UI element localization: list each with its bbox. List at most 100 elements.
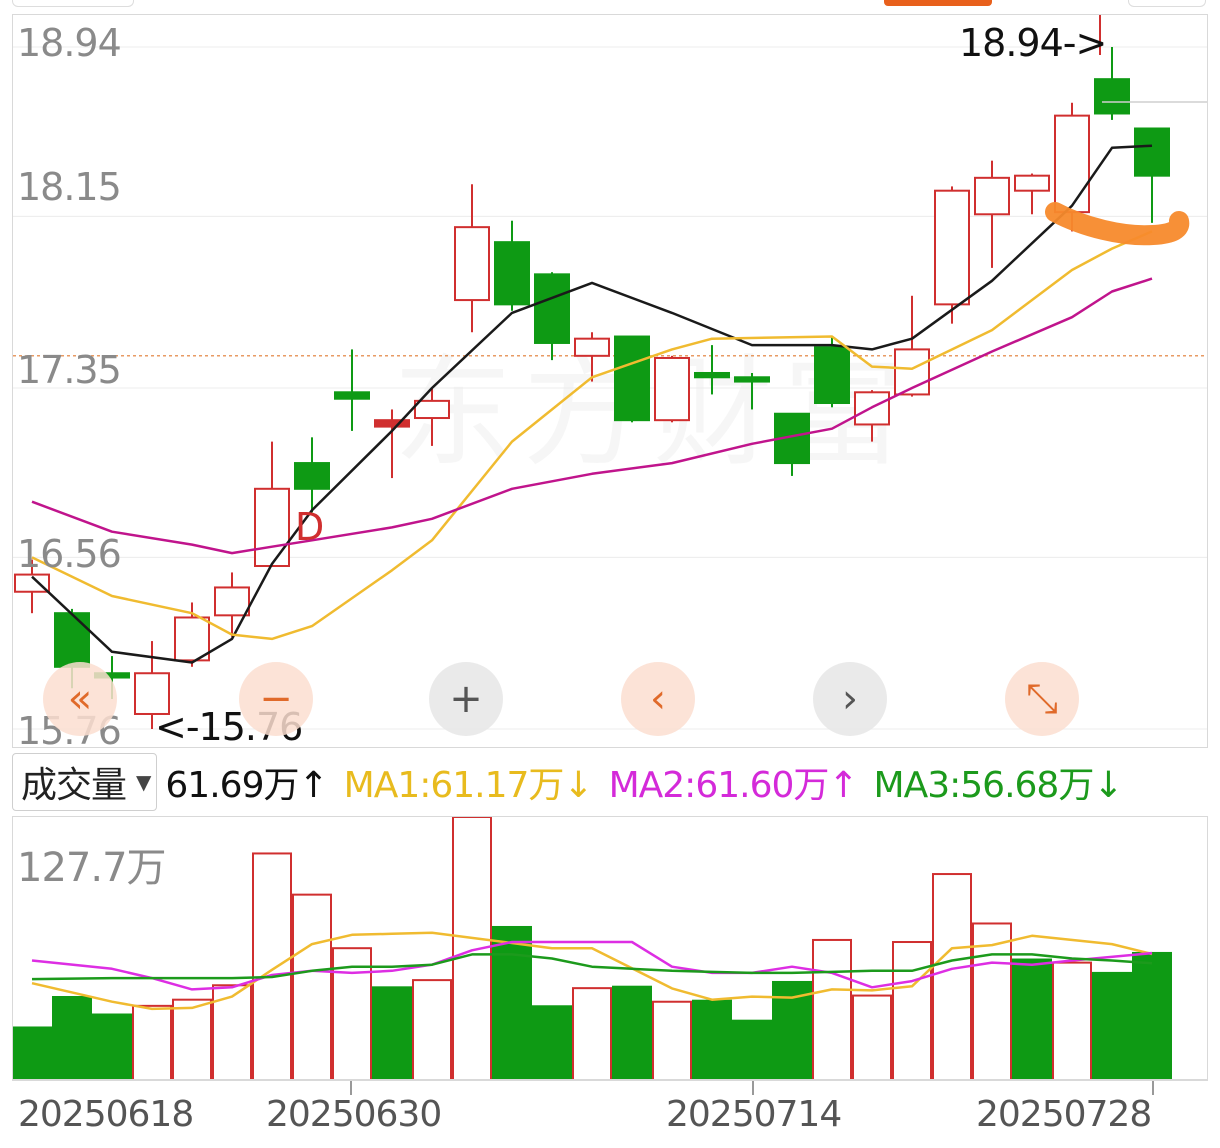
volume-bar <box>292 893 332 1080</box>
volume-bar <box>92 1013 132 1080</box>
next-icon[interactable]: › <box>813 662 887 736</box>
y-tick-label-max: 18.94 <box>17 21 122 65</box>
d-marker: D <box>295 505 324 549</box>
candle <box>974 160 1010 268</box>
ma-mid-line <box>31 230 1153 641</box>
volume-bar <box>732 1019 772 1080</box>
indicator-selector-label: 成交量 <box>21 765 127 806</box>
candle <box>1134 127 1170 223</box>
candle <box>1054 102 1090 232</box>
volume-bar <box>1012 958 1052 1080</box>
candle-body <box>374 419 410 428</box>
zoom-out-icon[interactable]: − <box>239 662 313 736</box>
volume-bar <box>172 998 212 1080</box>
candle <box>574 332 610 382</box>
volume-bar <box>652 1000 692 1080</box>
y-tick-label-4: 16.56 <box>17 532 122 576</box>
candle <box>774 412 810 476</box>
candle <box>614 335 650 423</box>
candle-body <box>414 399 450 420</box>
volume-bar <box>612 985 652 1080</box>
volume-max-label: 127.7万 <box>17 845 167 891</box>
volume-ma3: MA3:56.68万↓ <box>873 765 1124 806</box>
volume-bar <box>52 996 92 1080</box>
prev-icon[interactable]: ‹ <box>621 662 695 736</box>
candle-body <box>694 371 730 379</box>
candle-body <box>574 337 610 357</box>
candle <box>1094 47 1130 120</box>
fullscreen-icon[interactable]: ⤡ <box>1005 662 1079 736</box>
volume-bar <box>572 987 612 1080</box>
volume-bar <box>972 922 1012 1080</box>
candle <box>14 559 50 614</box>
candle <box>174 602 210 667</box>
x-date-label: 20250618 <box>18 1094 194 1135</box>
zoom-in-icon[interactable]: + <box>429 662 503 736</box>
top-tab-left[interactable] <box>12 0 134 7</box>
x-date-label: 20250714 <box>666 1094 842 1135</box>
volume-ma3-line <box>31 953 1153 981</box>
candle-body <box>134 672 170 715</box>
volume-chart-panel[interactable]: 127.7万 <box>12 816 1208 1080</box>
candle-body <box>254 487 290 568</box>
volume-bar <box>1092 971 1132 1080</box>
candle <box>374 409 410 479</box>
candle-body <box>14 573 50 593</box>
candle-body <box>974 176 1010 216</box>
candle <box>694 345 730 395</box>
candle-body <box>454 226 490 302</box>
x-tick-mark <box>752 1081 754 1095</box>
candle-body <box>54 612 90 668</box>
volume-bar <box>492 925 532 1080</box>
candle-body <box>1134 127 1170 177</box>
volume-bar <box>132 1004 172 1080</box>
volume-bar <box>812 938 852 1080</box>
volume-bar <box>332 947 372 1080</box>
candle-body <box>654 356 690 422</box>
candle <box>814 336 850 408</box>
kline-chart-panel[interactable]: 东方财富 18.94 18.15 17.35 16.56 15.76 18.94… <box>12 14 1208 748</box>
candle-body <box>1014 174 1050 192</box>
volume-bar <box>1132 951 1172 1080</box>
candle-body <box>534 273 570 344</box>
candle <box>294 437 330 513</box>
candle-body <box>494 241 530 306</box>
volume-bar <box>372 986 412 1080</box>
candle <box>1014 173 1050 215</box>
candle-body <box>1054 114 1090 214</box>
y-tick-label-3: 17.35 <box>17 348 122 392</box>
top-tab-active[interactable] <box>884 0 992 6</box>
candle-body <box>814 346 850 405</box>
highlight-stroke <box>1045 202 1190 246</box>
candle <box>534 272 570 361</box>
volume-ma2-line <box>31 940 1153 991</box>
kline-chart-svg <box>13 15 1207 730</box>
candle-body <box>294 462 330 490</box>
ma-short-line <box>31 144 1153 664</box>
candle <box>494 220 530 311</box>
candle-body <box>1094 78 1130 115</box>
candle <box>334 349 370 431</box>
volume-bar <box>1052 961 1092 1080</box>
volume-bar <box>252 852 292 1080</box>
x-date-label: 20250728 <box>976 1094 1152 1135</box>
candle <box>454 184 490 333</box>
volume-current: 61.69万↑ <box>165 765 328 806</box>
x-date-label: 20250630 <box>266 1094 442 1135</box>
candle <box>734 372 770 410</box>
candle <box>134 641 170 729</box>
top-tab-right[interactable] <box>1128 0 1206 7</box>
volume-header: 成交量 ▼ 61.69万↑ MA1:61.17万↓ MA2:61.60万↑ MA… <box>12 753 1208 811</box>
y-tick-label-2: 18.15 <box>17 165 122 209</box>
volume-bar <box>532 1005 572 1080</box>
rewind-icon[interactable]: « <box>43 662 117 736</box>
volume-bar <box>932 873 972 1080</box>
indicator-selector[interactable]: 成交量 ▼ <box>12 753 158 811</box>
candle <box>654 355 690 423</box>
volume-ma1: MA1:61.17万↓ <box>343 765 594 806</box>
candle-body <box>734 376 770 383</box>
candle <box>214 572 250 637</box>
x-tick-mark <box>350 1081 352 1095</box>
volume-chart-svg <box>13 817 1172 1080</box>
candle <box>854 390 890 442</box>
